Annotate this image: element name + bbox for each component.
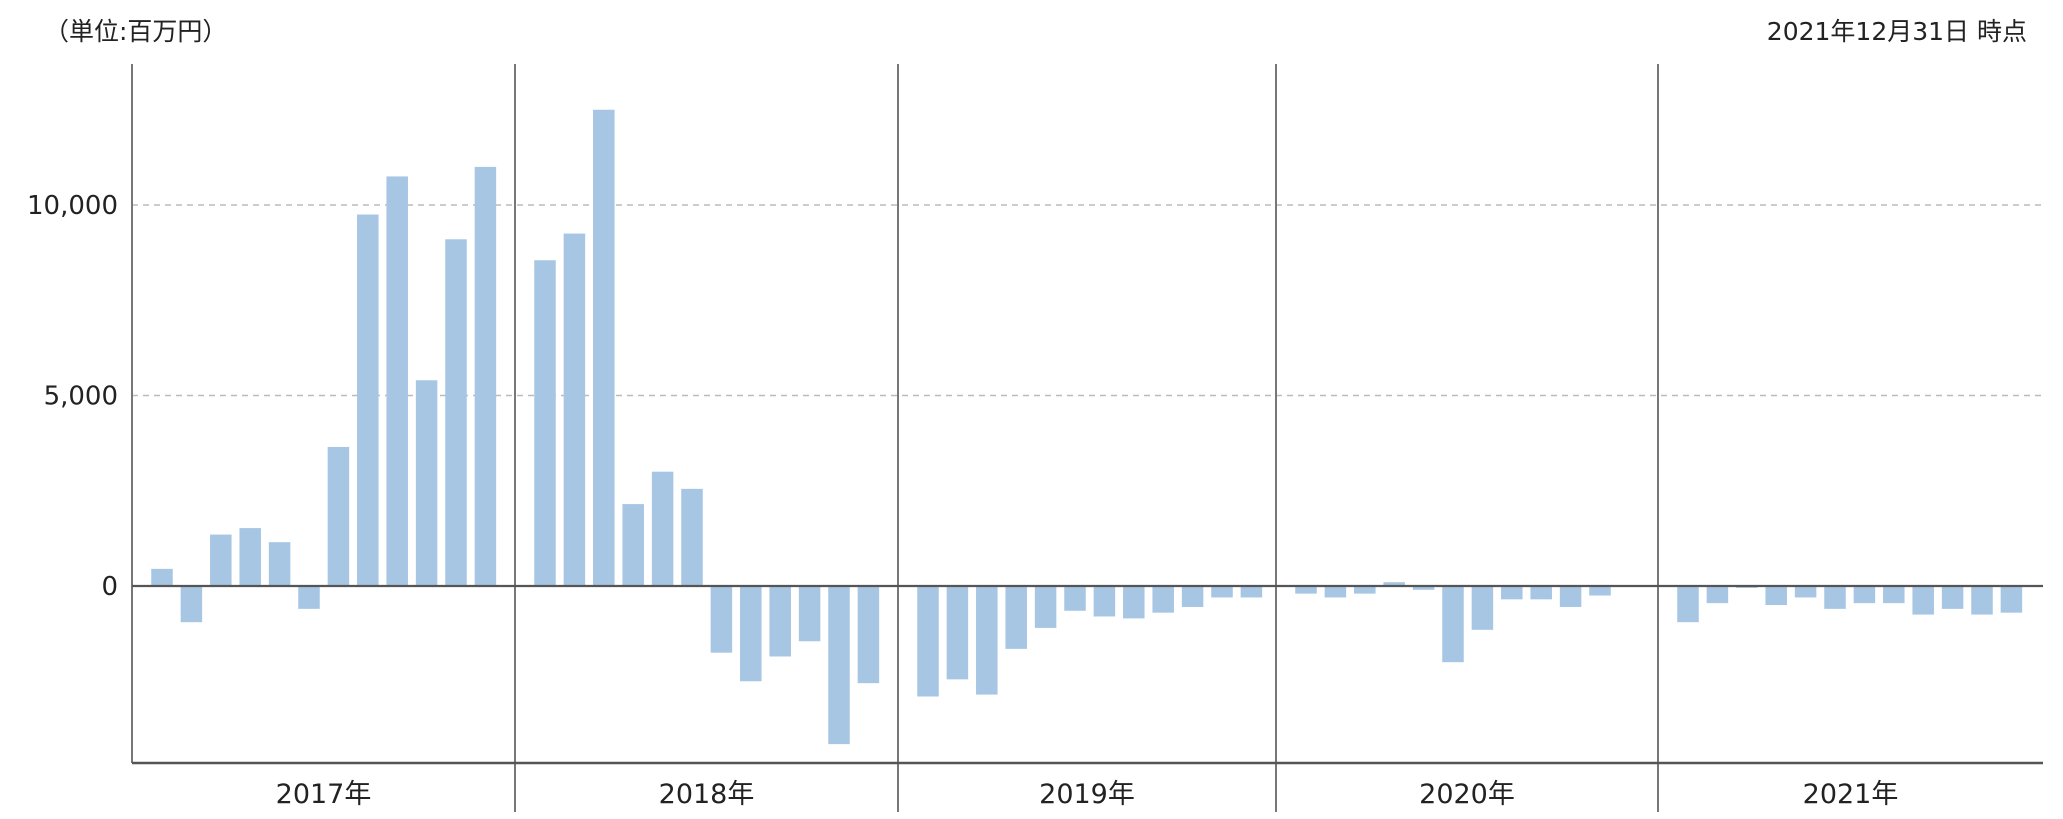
bar bbox=[1471, 586, 1494, 630]
bar bbox=[681, 488, 703, 586]
bar bbox=[1530, 586, 1552, 600]
bar bbox=[1765, 586, 1787, 606]
bar bbox=[210, 534, 232, 586]
bar bbox=[1064, 586, 1086, 611]
y-tick-label: 0 bbox=[101, 572, 118, 602]
bar bbox=[857, 586, 880, 684]
bar bbox=[769, 586, 791, 657]
bar bbox=[1383, 582, 1405, 586]
bar bbox=[828, 586, 850, 745]
bar bbox=[740, 586, 762, 682]
bar bbox=[1412, 586, 1435, 590]
bar bbox=[593, 109, 615, 586]
x-tick-label-year: 2017年 bbox=[276, 779, 372, 810]
bar bbox=[327, 446, 350, 586]
bar bbox=[534, 260, 556, 586]
bar bbox=[1152, 586, 1174, 613]
bar bbox=[1794, 586, 1817, 598]
x-tick-label-year: 2021年 bbox=[1803, 779, 1899, 810]
bar bbox=[474, 166, 497, 586]
bar bbox=[298, 586, 320, 609]
bar bbox=[1883, 586, 1905, 604]
bar bbox=[1589, 586, 1611, 596]
bar bbox=[1005, 586, 1027, 649]
bar bbox=[1971, 586, 1993, 615]
bar bbox=[1211, 586, 1233, 598]
unit-label: （単位:百万円） bbox=[44, 17, 228, 46]
bar bbox=[239, 528, 261, 586]
bar bbox=[1324, 586, 1347, 598]
bar bbox=[415, 380, 438, 586]
bar bbox=[946, 586, 969, 680]
bar bbox=[1442, 586, 1464, 663]
bar bbox=[710, 586, 733, 653]
bar bbox=[1295, 586, 1317, 594]
bar bbox=[2000, 586, 2023, 613]
bar bbox=[1941, 586, 1964, 609]
bar bbox=[445, 239, 467, 587]
bar bbox=[798, 586, 821, 642]
y-tick-label: 5,000 bbox=[44, 382, 118, 412]
bar bbox=[151, 568, 173, 586]
y-tick-label: 10,000 bbox=[27, 191, 118, 221]
bar bbox=[1706, 586, 1729, 604]
x-tick-label-year: 2020年 bbox=[1419, 779, 1515, 810]
bar bbox=[976, 586, 998, 695]
bar bbox=[1123, 586, 1145, 619]
bar bbox=[1559, 586, 1582, 607]
x-tick-label-year: 2018年 bbox=[659, 779, 755, 810]
bar bbox=[651, 471, 674, 586]
bar bbox=[1853, 586, 1876, 604]
bar bbox=[1824, 586, 1846, 609]
bar bbox=[386, 176, 408, 587]
bar bbox=[268, 542, 291, 586]
bar bbox=[180, 586, 203, 623]
bar bbox=[622, 504, 644, 586]
bar bbox=[1181, 586, 1204, 607]
bar bbox=[1677, 586, 1699, 623]
bar bbox=[357, 214, 379, 586]
bar bbox=[917, 586, 939, 697]
bar bbox=[1501, 586, 1523, 600]
bar bbox=[1034, 586, 1057, 628]
bar bbox=[563, 233, 586, 586]
bar bbox=[1912, 586, 1934, 615]
as-of-date-label: 2021年12月31日 時点 bbox=[1766, 17, 2027, 46]
bar bbox=[1240, 586, 1263, 598]
bar bbox=[1093, 586, 1116, 617]
x-tick-label-year: 2019年 bbox=[1039, 779, 1135, 810]
bar bbox=[1354, 586, 1376, 594]
